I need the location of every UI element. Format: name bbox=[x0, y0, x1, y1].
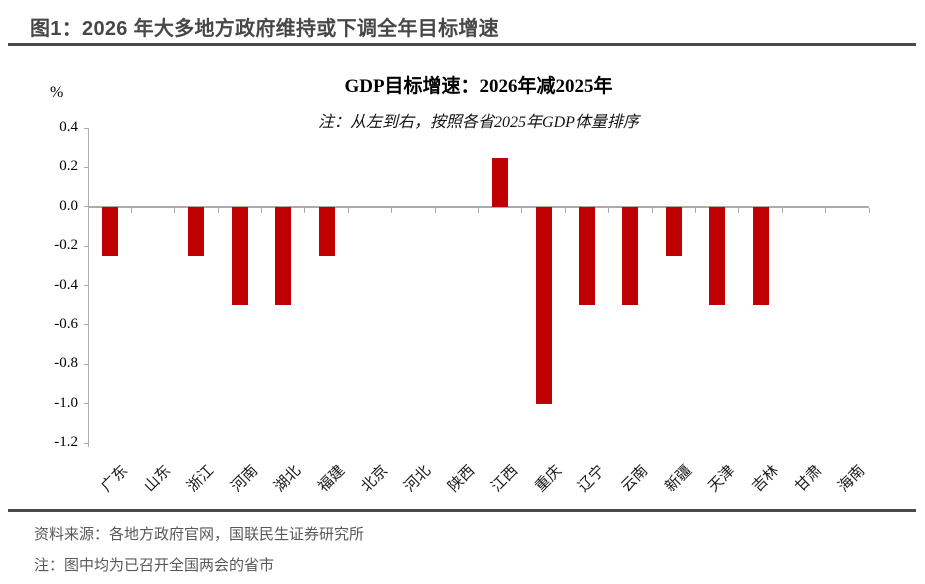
bar-广东 bbox=[101, 206, 118, 256]
x-axis-tick bbox=[217, 207, 219, 213]
y-axis-tick-label: 0.2 bbox=[59, 158, 78, 175]
y-axis-tick-label: -0.4 bbox=[54, 276, 78, 293]
x-axis-label: 广东 bbox=[98, 462, 131, 496]
y-axis-tick-label: -0.6 bbox=[54, 315, 78, 332]
x-axis-tick bbox=[347, 207, 349, 213]
x-axis-label: 甘肃 bbox=[792, 462, 826, 496]
x-axis-label: 湖北 bbox=[271, 462, 305, 496]
y-axis-tick-label: 0.4 bbox=[59, 119, 78, 135]
source-note: 资料来源：各地方政府官网，国联民生证券研究所 bbox=[34, 526, 365, 543]
x-axis-tick bbox=[130, 207, 132, 213]
y-axis-tick bbox=[84, 127, 88, 129]
y-axis-tick bbox=[84, 403, 88, 405]
x-axis-tick bbox=[521, 207, 523, 213]
x-axis-tick bbox=[781, 207, 783, 213]
x-axis-tick bbox=[434, 207, 436, 213]
y-axis-tick-label: -1.0 bbox=[54, 394, 78, 411]
bar-湖北 bbox=[275, 206, 292, 306]
y-axis-line bbox=[88, 128, 89, 447]
x-axis-line bbox=[88, 205, 869, 208]
x-axis-tick bbox=[825, 207, 827, 213]
figure-title: 图1：2026 年大多地方政府维持或下调全年目标增速 bbox=[30, 18, 499, 40]
title-divider bbox=[8, 43, 916, 46]
chart-title: GDP目标增速：2026年减2025年 bbox=[344, 76, 613, 97]
x-axis-label: 山东 bbox=[141, 462, 175, 496]
x-axis-label: 天津 bbox=[705, 462, 739, 496]
x-axis-tick bbox=[478, 207, 479, 213]
y-axis-unit-label: % bbox=[50, 84, 64, 101]
y-axis-tick-label: -0.8 bbox=[54, 355, 78, 372]
x-axis-tick bbox=[868, 207, 870, 213]
x-axis-label: 辽宁 bbox=[575, 462, 609, 496]
x-axis-tick bbox=[391, 207, 393, 213]
x-axis-label: 江西 bbox=[488, 462, 522, 496]
x-axis-label: 海南 bbox=[835, 462, 869, 496]
x-axis-label: 河北 bbox=[402, 462, 435, 496]
x-axis-tick bbox=[694, 207, 696, 213]
bar-江西 bbox=[492, 157, 509, 207]
x-axis-label: 新疆 bbox=[662, 462, 695, 496]
y-axis-tick bbox=[84, 166, 88, 168]
bar-天津 bbox=[709, 206, 726, 306]
x-axis-tick bbox=[304, 207, 306, 213]
bar-浙江 bbox=[188, 206, 205, 256]
chart-subtitle: 注：从左到右，按照各省2025年GDP体量排序 bbox=[318, 114, 639, 131]
x-axis-label: 北京 bbox=[358, 462, 392, 496]
x-axis-tick bbox=[174, 207, 176, 213]
bar-河南 bbox=[231, 206, 248, 306]
bar-重庆 bbox=[535, 206, 552, 404]
y-axis-tick-label: 0.0 bbox=[59, 197, 78, 214]
plot-area: 0.4 0.2 0.0 -0.2 -0.4 -0.6 -0.8 -1.0 -1.2 广东 山东 浙江河… bbox=[54, 119, 870, 495]
x-axis-tick bbox=[651, 207, 653, 213]
x-axis-tick bbox=[608, 207, 610, 213]
y-axis-tick bbox=[84, 442, 88, 444]
bar-福建 bbox=[318, 206, 335, 256]
y-axis-tick bbox=[84, 206, 88, 208]
y-axis-tick bbox=[84, 245, 88, 247]
x-axis-tick bbox=[738, 207, 740, 213]
x-axis-label: 吉林 bbox=[749, 462, 782, 496]
bar-新疆 bbox=[665, 206, 682, 256]
bar-吉林 bbox=[752, 206, 769, 306]
y-axis-tick-label: -0.2 bbox=[54, 237, 78, 254]
x-axis-label: 重庆 bbox=[532, 462, 565, 496]
x-axis-label: 云南 bbox=[618, 462, 652, 496]
x-axis-label: 浙江 bbox=[185, 462, 218, 496]
x-axis-label: 福建 bbox=[315, 462, 348, 496]
footnote: 注：图中均为已召开全国两会的省市 bbox=[34, 557, 275, 574]
footer-divider bbox=[8, 509, 916, 512]
x-axis-label: 陕西 bbox=[445, 462, 478, 496]
x-axis-tick bbox=[261, 207, 263, 213]
bar-辽宁 bbox=[578, 206, 595, 306]
bar-云南 bbox=[622, 206, 639, 306]
x-axis-tick bbox=[564, 207, 566, 213]
x-axis-label: 河南 bbox=[228, 462, 262, 496]
y-axis-tick bbox=[84, 285, 88, 286]
y-axis-tick-label: -1.2 bbox=[54, 434, 78, 450]
y-axis-tick bbox=[84, 363, 88, 365]
y-axis-tick bbox=[84, 324, 88, 326]
